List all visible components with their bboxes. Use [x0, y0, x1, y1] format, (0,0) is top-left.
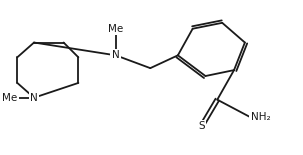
Text: Me: Me [2, 93, 17, 103]
Text: N: N [30, 93, 38, 103]
Text: N: N [112, 50, 120, 60]
Text: NH₂: NH₂ [251, 112, 270, 122]
Text: Me: Me [108, 24, 123, 34]
Text: S: S [198, 121, 205, 131]
